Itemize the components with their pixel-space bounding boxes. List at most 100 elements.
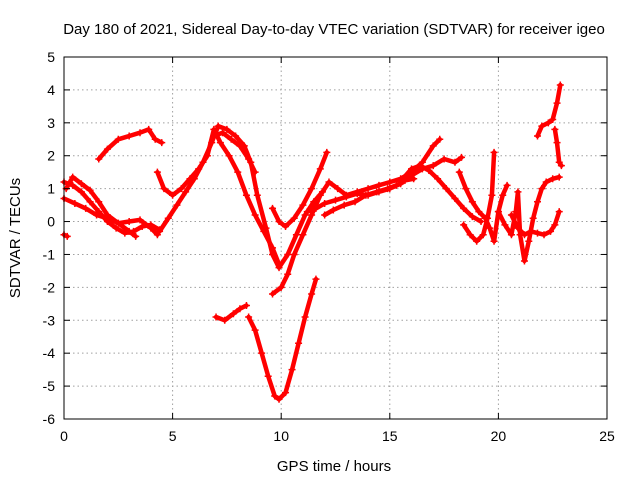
data-point bbox=[436, 135, 444, 143]
data-point bbox=[253, 191, 261, 199]
x-tick-label: 0 bbox=[60, 428, 68, 444]
data-point bbox=[551, 125, 559, 133]
data-point bbox=[251, 211, 259, 219]
data-point bbox=[425, 167, 433, 175]
data-point bbox=[258, 349, 266, 357]
data-point bbox=[321, 211, 329, 219]
data-point bbox=[556, 81, 564, 89]
data-point bbox=[514, 224, 522, 232]
data-point bbox=[282, 222, 290, 230]
series-trace bbox=[270, 150, 330, 229]
data-point bbox=[251, 326, 259, 334]
data-point bbox=[525, 237, 533, 245]
data-point bbox=[529, 214, 537, 222]
grid bbox=[64, 57, 607, 419]
data-point bbox=[544, 119, 552, 127]
data-point bbox=[473, 237, 481, 245]
y-tick-label: -1 bbox=[43, 246, 56, 262]
data-point bbox=[538, 185, 546, 193]
data-point bbox=[520, 257, 528, 265]
data-point bbox=[103, 211, 111, 219]
data-point bbox=[468, 198, 476, 206]
data-point bbox=[95, 198, 103, 206]
data-point bbox=[275, 218, 283, 226]
data-point bbox=[214, 122, 222, 130]
y-tick-label: 2 bbox=[47, 148, 55, 164]
data-point bbox=[375, 181, 383, 189]
series-trace bbox=[246, 276, 319, 402]
series-trace bbox=[155, 127, 282, 267]
data-point bbox=[290, 250, 298, 258]
axis-ticks: 0 5 10 15 20 25 -6 -5 -4 -3 -2 -1 0 1 2 3 4 5 bbox=[43, 49, 615, 444]
data-point bbox=[312, 275, 320, 283]
data-point bbox=[114, 135, 122, 143]
y-tick-label: -3 bbox=[43, 312, 56, 328]
data-point bbox=[499, 191, 507, 199]
data-point bbox=[225, 152, 233, 160]
data-point bbox=[136, 129, 144, 137]
data-point bbox=[477, 218, 485, 226]
data-point bbox=[232, 132, 240, 140]
data-point bbox=[451, 158, 459, 166]
data-point bbox=[71, 199, 79, 207]
data-point bbox=[112, 224, 120, 232]
data-point bbox=[103, 145, 111, 153]
data-point bbox=[308, 211, 316, 219]
series-16 bbox=[460, 148, 498, 245]
data-point bbox=[269, 204, 277, 212]
data-point bbox=[271, 392, 279, 400]
data-point bbox=[340, 201, 348, 209]
y-tick-label: 0 bbox=[47, 214, 55, 230]
data-point bbox=[190, 175, 198, 183]
data-point bbox=[147, 224, 155, 232]
data-point bbox=[475, 208, 483, 216]
data-series bbox=[60, 81, 565, 403]
data-point bbox=[468, 213, 476, 221]
series-8 bbox=[212, 301, 250, 324]
series-trace bbox=[213, 303, 249, 323]
data-point bbox=[364, 185, 372, 193]
data-point bbox=[216, 139, 224, 147]
data-point bbox=[312, 204, 320, 212]
data-point bbox=[484, 214, 492, 222]
data-point bbox=[125, 132, 133, 140]
series-18 bbox=[507, 208, 563, 239]
data-point bbox=[264, 372, 272, 380]
data-point bbox=[160, 185, 168, 193]
data-point bbox=[93, 211, 101, 219]
data-point bbox=[440, 155, 448, 163]
data-point bbox=[429, 162, 437, 170]
data-point bbox=[77, 180, 85, 188]
data-point bbox=[460, 221, 468, 229]
data-point bbox=[399, 175, 407, 183]
data-point bbox=[325, 178, 333, 186]
data-point bbox=[392, 181, 400, 189]
data-point bbox=[442, 185, 450, 193]
data-point bbox=[332, 196, 339, 204]
data-point bbox=[284, 270, 292, 278]
data-point bbox=[182, 188, 190, 196]
data-point bbox=[303, 208, 311, 216]
data-point bbox=[251, 168, 259, 176]
x-tick-label: 25 bbox=[599, 428, 615, 444]
series-3 bbox=[62, 173, 140, 240]
data-point bbox=[86, 198, 94, 206]
y-tick-label: 3 bbox=[47, 115, 55, 131]
data-point bbox=[373, 188, 381, 196]
data-point bbox=[416, 162, 424, 170]
data-point bbox=[199, 158, 207, 166]
data-point bbox=[295, 339, 303, 347]
data-point bbox=[95, 155, 103, 163]
data-point bbox=[125, 218, 133, 226]
y-tick-label: 5 bbox=[47, 49, 55, 65]
data-point bbox=[353, 190, 361, 198]
data-point bbox=[153, 168, 161, 176]
y-tick-label: 4 bbox=[47, 82, 55, 98]
data-point bbox=[533, 198, 541, 206]
data-point bbox=[132, 232, 140, 240]
y-tick-label: -2 bbox=[43, 279, 56, 295]
x-tick-label: 10 bbox=[273, 428, 289, 444]
series-19 bbox=[533, 81, 564, 140]
data-point bbox=[82, 204, 90, 212]
data-point bbox=[351, 198, 359, 206]
